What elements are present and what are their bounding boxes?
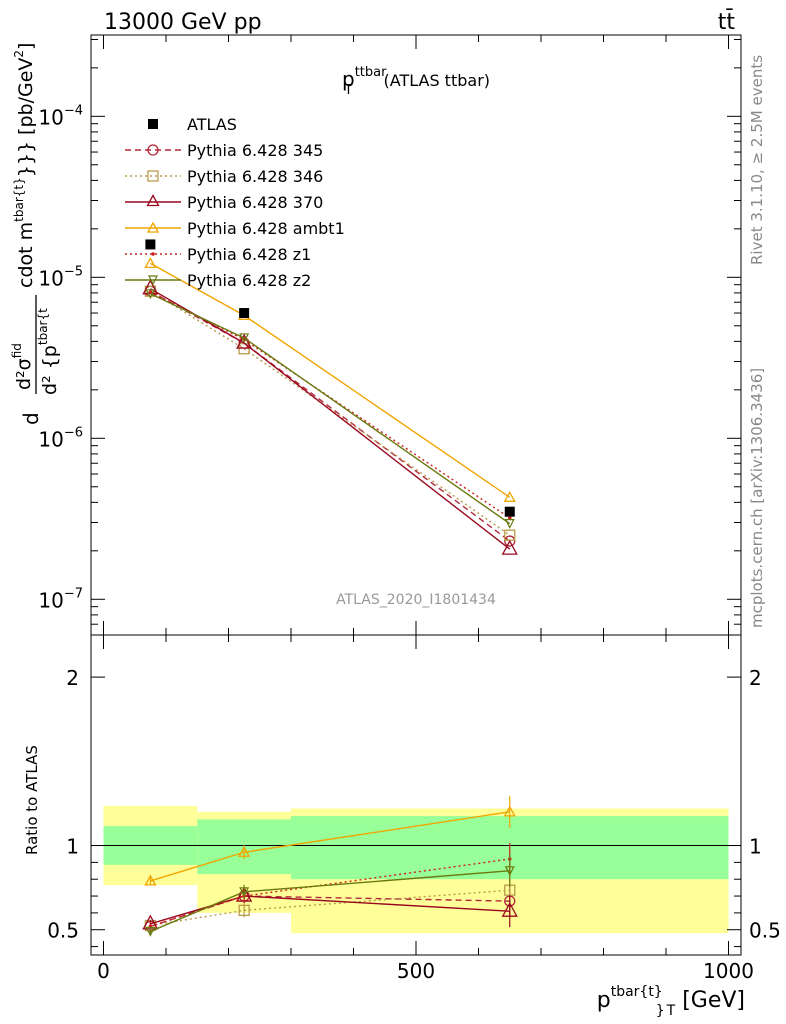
series-point-z1 — [507, 516, 512, 520]
ratio-point-z2 — [145, 926, 156, 937]
atlas-data-point — [239, 308, 250, 319]
ratio-y-tick-label-right: 2 — [749, 666, 762, 690]
y-label-numerator: d²σfid — [10, 343, 35, 390]
legend-marker-ambt1 — [146, 221, 160, 233]
series-point-p370 — [236, 333, 253, 349]
main-y-tick-label: 10−7 — [38, 586, 83, 612]
ratio-plot-panel: 2 2 1 1 0.5 0.5 0 500 1000 Ratio to ATLAS ptbar{… — [23, 634, 781, 1019]
ratio-y-tick-label: 2 — [66, 666, 79, 690]
x-tick-label: 1000 — [703, 959, 754, 983]
main-y-tick-label: 10−5 — [38, 264, 83, 290]
main-y-tick-label: 10−4 — [38, 103, 83, 129]
ratio-y-tick-label: 0.5 — [47, 919, 79, 943]
ratio-line-p345 — [150, 895, 510, 928]
series-line-z2 — [150, 293, 511, 525]
beam-label: 13000 GeV pp — [104, 10, 262, 35]
legend-label-ambt1: Pythia 6.428 ambt1 — [187, 219, 345, 238]
tick-exponent: −7 — [64, 586, 83, 601]
mcplots-label: mcplots.cern.ch [arXiv:1306.3436] — [748, 368, 766, 628]
series-line-z1 — [150, 291, 511, 519]
ratio-y-tick-label-right: 1 — [749, 835, 762, 859]
series-point-p345 — [504, 535, 516, 547]
ratio-point-z2 — [504, 866, 515, 877]
ratio-point-p346 — [238, 904, 250, 917]
series-line-p346 — [150, 290, 511, 536]
tick-exponent: −4 — [64, 103, 83, 118]
ratio-y-label: Ratio to ATLAS — [23, 745, 41, 855]
main-y-tick-label: 10−6 — [38, 425, 83, 451]
tick-base: 10 — [38, 588, 63, 612]
y-label-denominator: d² {ptbar{t — [36, 308, 61, 395]
x-tick-label: 0 — [97, 959, 110, 983]
x-axis-label: ptbar{t}} T [GeV] — [597, 984, 745, 1019]
series-point-ambt1 — [144, 257, 157, 269]
legend-label-z2: Pythia 6.428 z2 — [187, 271, 311, 290]
ratio-y-tick-label-right: 0.5 — [749, 919, 781, 943]
legend-marker-z2 — [148, 275, 158, 286]
series-point-ambt1 — [503, 490, 516, 502]
tick-exponent: −6 — [64, 425, 83, 440]
ratio-y-tick-label: 1 — [66, 835, 79, 859]
legend-label-p346: Pythia 6.428 346 — [187, 167, 323, 186]
ratio-point-p370 — [501, 901, 518, 917]
legend-marker-p345 — [147, 144, 159, 156]
y-label-unit: cdot mtbar{t}}}} [pb/GeV2] — [12, 43, 37, 288]
legend-label-z1: Pythia 6.428 z1 — [187, 245, 311, 264]
tick-base: 10 — [38, 427, 63, 451]
process-label: tt̄ — [718, 9, 736, 35]
series-point-z2 — [145, 289, 156, 300]
legend-marker-p370 — [146, 194, 160, 207]
legend: ATLAS Pythia 6.428 345 Pythia 6.428 346 Pyt… — [125, 115, 345, 290]
series-point-z2 — [504, 519, 515, 529]
legend-marker-atlas — [148, 119, 158, 129]
atlas-data-point — [145, 239, 156, 250]
tick-exponent: −5 — [64, 264, 83, 279]
series-point-z1 — [148, 290, 153, 294]
legend-label-p345: Pythia 6.428 345 — [187, 141, 323, 160]
series-line-p370 — [150, 288, 511, 550]
main-plot-panel: 10−410−510−610−7 ATLAS_2020_I1801434 ptt… — [10, 34, 742, 636]
plot-title: pttbar T (ATLAS ttbar) — [342, 65, 490, 98]
atlas-data-point — [504, 506, 515, 517]
legend-label-p370: Pythia 6.428 370 — [187, 193, 323, 212]
ratio-point-ambt1 — [503, 805, 516, 817]
series-line-ambt1 — [150, 262, 511, 498]
y-axis-label: d d²σfid d² {ptbar{t cdot mtbar{t}}}} [p… — [10, 43, 61, 425]
x-tick-label: 500 — [397, 959, 435, 983]
ratio-point-z2 — [239, 887, 250, 898]
analysis-watermark: ATLAS_2020_I1801434 — [336, 592, 496, 608]
rivet-label: Rivet 3.1.10, ≥ 2.5M events — [748, 55, 766, 265]
ratio-point-ambt1 — [238, 845, 251, 857]
legend-label-atlas: ATLAS — [187, 115, 237, 134]
legend-marker-z1 — [151, 252, 155, 256]
series-point-p370 — [501, 539, 518, 555]
ratio-line-p346 — [150, 889, 510, 927]
series-point-z2 — [239, 333, 250, 344]
tick-base: 10 — [38, 266, 63, 290]
y-label-d: d — [19, 412, 43, 425]
legend-marker-p346 — [147, 170, 159, 182]
ratio-point-ambt1 — [144, 874, 157, 886]
series-line-p345 — [150, 290, 511, 542]
tick-base: 10 — [38, 105, 63, 129]
